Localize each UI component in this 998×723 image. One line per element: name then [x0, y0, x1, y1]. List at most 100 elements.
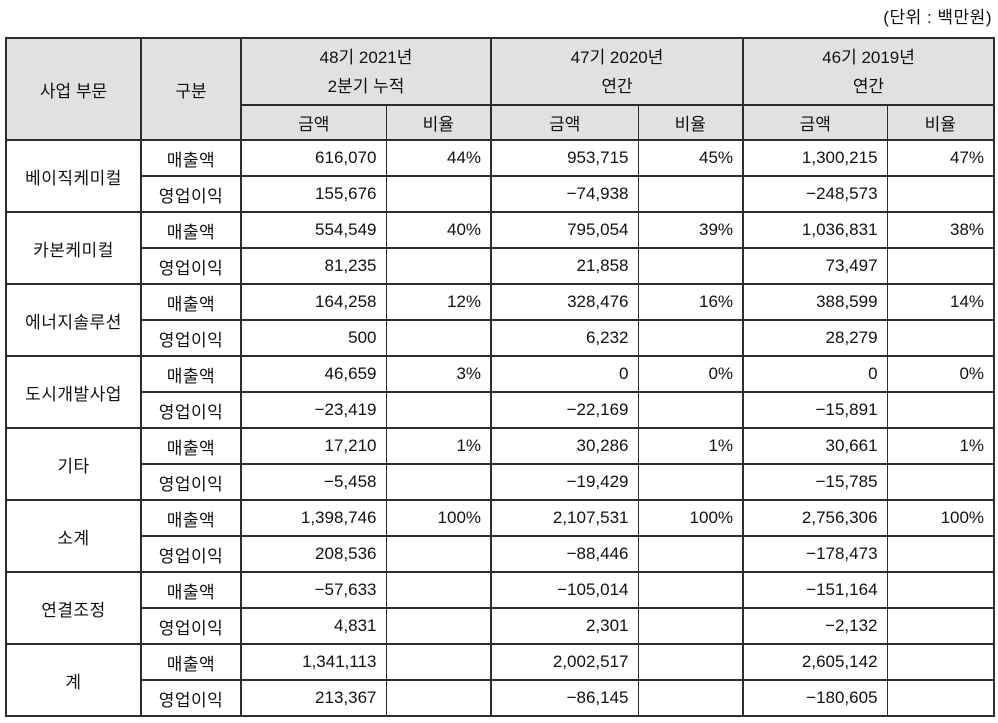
header-period-2020: 47기 2020년 연간 [490, 37, 744, 106]
amount-cell: −151,164 [742, 571, 888, 609]
amount-cell: 0 [490, 355, 639, 393]
ratio-cell [385, 607, 492, 645]
amount-cell: 4,831 [240, 607, 387, 645]
category-cell: 영업이익 [140, 535, 242, 573]
category-cell: 영업이익 [140, 247, 242, 285]
amount-cell: 554,549 [240, 211, 387, 249]
ratio-cell [886, 391, 995, 429]
segment-name: 계 [5, 643, 142, 717]
category-cell: 매출액 [140, 211, 242, 249]
ratio-cell: 100% [886, 499, 995, 537]
period-2020-title: 47기 2020년 [570, 47, 664, 67]
ratio-cell [637, 175, 744, 213]
table-row: 영업이익 −5,458 −19,429 −15,785 [6, 463, 995, 501]
ratio-cell: 100% [385, 499, 492, 537]
category-cell: 영업이익 [140, 319, 242, 357]
header-row-amount-ratio: 금액 비율 금액 비율 금액 비율 [6, 104, 995, 141]
category-cell: 영업이익 [140, 391, 242, 429]
amount-cell: −180,605 [742, 679, 888, 717]
category-cell: 매출액 [140, 571, 242, 609]
ratio-cell [385, 535, 492, 573]
header-amount-2019: 금액 [742, 104, 888, 141]
period-2020-subtitle: 연간 [601, 76, 633, 96]
ratio-cell [886, 607, 995, 645]
table-row: 연결조정 매출액 −57,633 −105,014 −151,164 [5, 571, 995, 645]
amount-cell: 2,301 [490, 607, 639, 645]
ratio-cell: 0% [886, 355, 995, 393]
ratio-cell [886, 535, 995, 573]
ratio-cell: 47% [886, 139, 995, 177]
ratio-cell [385, 247, 492, 285]
amount-cell: 6,232 [490, 319, 639, 357]
category-cell: 매출액 [140, 355, 242, 393]
ratio-cell [385, 463, 492, 501]
amount-cell: −22,169 [490, 391, 639, 429]
amount-cell: 2,605,142 [742, 643, 888, 681]
table-row: 영업이익 −23,419 −22,169 −15,891 [6, 391, 995, 429]
table-row: 기타 매출액 17,210 1% 30,286 1% 30,661 1% [5, 427, 995, 501]
amount-cell: −2,132 [742, 607, 888, 645]
amount-cell: 2,002,517 [490, 643, 639, 681]
period-2019-title: 46기 2019년 [822, 47, 915, 67]
amount-cell: 164,258 [240, 283, 387, 321]
ratio-cell [886, 247, 995, 285]
header-category: 구분 [140, 37, 242, 141]
ratio-cell: 1% [385, 427, 492, 465]
category-cell: 매출액 [140, 643, 242, 681]
ratio-cell [886, 463, 995, 501]
period-2021-title: 48기 2021년 [319, 47, 413, 67]
amount-cell: −178,473 [742, 535, 888, 573]
ratio-cell [637, 463, 744, 501]
amount-cell: 30,661 [742, 427, 888, 465]
ratio-cell [385, 391, 492, 429]
period-2021-subtitle: 2분기 누적 [327, 76, 405, 96]
ratio-cell: 16% [637, 283, 744, 321]
ratio-cell: 1% [886, 427, 995, 465]
ratio-cell: 100% [637, 499, 744, 537]
amount-cell: −23,419 [240, 391, 387, 429]
category-cell: 영업이익 [140, 679, 242, 717]
table-row: 에너지솔루션 매출액 164,258 12% 328,476 16% 388,5… [5, 283, 995, 357]
ratio-cell [385, 679, 492, 717]
amount-cell: 795,054 [490, 211, 639, 249]
ratio-cell [886, 679, 995, 717]
ratio-cell: 44% [385, 139, 492, 177]
amount-cell: 388,599 [742, 283, 888, 321]
amount-cell: 1,398,746 [240, 499, 387, 537]
ratio-cell: 45% [637, 139, 744, 177]
segment-performance-table: 사업 부문 구분 48기 2021년 2분기 누적 47기 2020년 연간 4… [5, 37, 996, 717]
category-cell: 매출액 [140, 283, 242, 321]
amount-cell: 616,070 [240, 139, 387, 177]
table-row: 영업이익 213,367 −86,145 −180,605 [6, 679, 995, 717]
segment-name: 소계 [5, 499, 142, 573]
ratio-cell: 39% [637, 211, 744, 249]
amount-cell: 28,279 [742, 319, 888, 357]
category-cell: 매출액 [140, 499, 242, 537]
table-row: 영업이익 208,536 −88,446 −178,473 [6, 535, 995, 573]
amount-cell: −86,145 [490, 679, 639, 717]
unit-label: (단위 : 백만원) [883, 8, 992, 27]
amount-cell: 0 [742, 355, 888, 393]
amount-cell: 2,756,306 [742, 499, 888, 537]
table-row: 계 매출액 1,341,113 2,002,517 2,605,142 [5, 643, 995, 717]
ratio-cell [637, 571, 744, 609]
ratio-cell [385, 319, 492, 357]
segment-name: 기타 [5, 427, 142, 501]
amount-cell: −15,785 [742, 463, 888, 501]
header-ratio-2020: 비율 [637, 104, 744, 141]
segment-name: 연결조정 [5, 571, 142, 645]
category-cell: 매출액 [140, 427, 242, 465]
table-row: 소계 매출액 1,398,746 100% 2,107,531 100% 2,7… [5, 499, 995, 573]
segment-name: 도시개발사업 [5, 355, 142, 429]
amount-cell: −5,458 [240, 463, 387, 501]
amount-cell: 46,659 [240, 355, 387, 393]
amount-cell: −15,891 [742, 391, 888, 429]
ratio-cell [385, 643, 492, 681]
category-cell: 영업이익 [140, 175, 242, 213]
table-row: 영업이익 4,831 2,301 −2,132 [6, 607, 995, 645]
category-cell: 영업이익 [140, 607, 242, 645]
amount-cell: −88,446 [490, 535, 639, 573]
ratio-cell [637, 643, 744, 681]
period-2019-subtitle: 연간 [852, 76, 885, 96]
